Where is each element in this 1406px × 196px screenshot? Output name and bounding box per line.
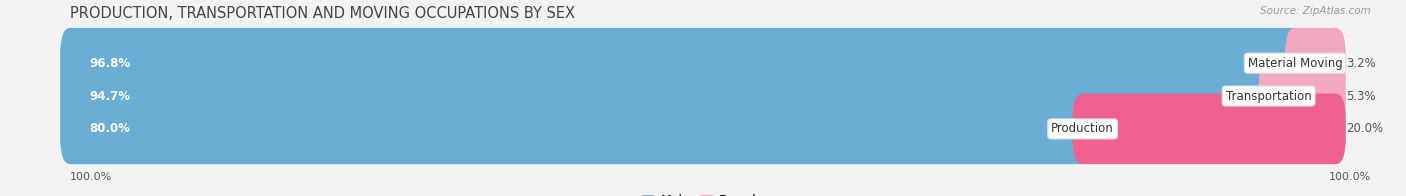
Text: 96.8%: 96.8% <box>90 57 131 70</box>
Legend: Male, Female: Male, Female <box>637 189 769 196</box>
FancyBboxPatch shape <box>1073 93 1346 164</box>
FancyBboxPatch shape <box>60 28 1346 99</box>
Text: 5.3%: 5.3% <box>1346 90 1375 103</box>
Text: 94.7%: 94.7% <box>90 90 131 103</box>
Text: 80.0%: 80.0% <box>90 122 131 135</box>
Text: 100.0%: 100.0% <box>1329 172 1371 182</box>
Text: 20.0%: 20.0% <box>1346 122 1384 135</box>
Text: Production: Production <box>1052 122 1114 135</box>
FancyBboxPatch shape <box>60 93 1346 164</box>
FancyBboxPatch shape <box>1258 61 1346 131</box>
Text: 3.2%: 3.2% <box>1346 57 1375 70</box>
Text: Source: ZipAtlas.com: Source: ZipAtlas.com <box>1260 6 1371 16</box>
FancyBboxPatch shape <box>60 61 1279 131</box>
FancyBboxPatch shape <box>60 28 1305 99</box>
FancyBboxPatch shape <box>60 93 1092 164</box>
Text: PRODUCTION, TRANSPORTATION AND MOVING OCCUPATIONS BY SEX: PRODUCTION, TRANSPORTATION AND MOVING OC… <box>70 6 575 21</box>
Text: Transportation: Transportation <box>1226 90 1312 103</box>
FancyBboxPatch shape <box>1285 28 1346 99</box>
Text: Material Moving: Material Moving <box>1249 57 1343 70</box>
Text: 100.0%: 100.0% <box>70 172 112 182</box>
FancyBboxPatch shape <box>60 61 1346 131</box>
